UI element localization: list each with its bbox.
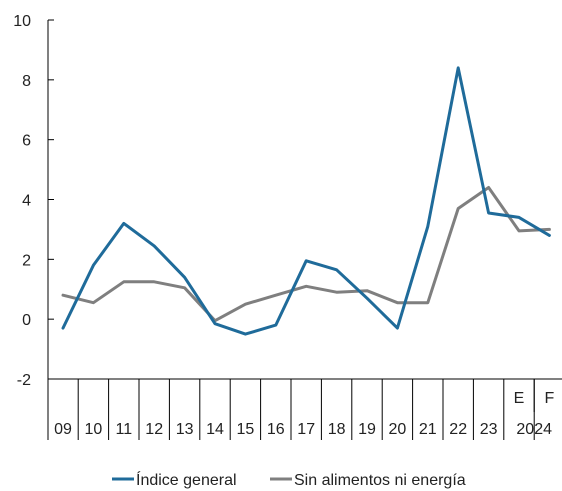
x-tick-label: 17 <box>297 421 315 438</box>
x-subperiod-label: F <box>545 390 555 407</box>
x-tick-label: 10 <box>85 421 103 438</box>
legend-label-0: Índice general <box>136 470 237 489</box>
series-line-0 <box>61 66 551 336</box>
y-tick-label: 0 <box>22 312 31 329</box>
y-axis: -2 0 2 4 6 8 10 <box>13 13 54 389</box>
series-lines <box>61 66 551 336</box>
y-tick-label: 8 <box>22 73 31 90</box>
x-tick-label: 14 <box>206 421 224 438</box>
x-tick-label: 09 <box>54 421 72 438</box>
x-tick-label: 15 <box>237 421 255 438</box>
x-tick-label: 22 <box>449 421 467 438</box>
series-line-1 <box>61 186 551 323</box>
x-axis: 09 10 11 12 13 14 15 16 17 18 19 20 21 22 23 E F 2024 <box>47 378 562 440</box>
x-tick-label: 18 <box>328 421 346 438</box>
x-tick-label: 16 <box>267 421 285 438</box>
x-year-label: 2024 <box>516 421 552 438</box>
y-tick-label: 2 <box>22 252 31 269</box>
y-tick-label: -2 <box>17 372 31 389</box>
legend: Índice general Sin alimentos ni energía <box>112 470 466 489</box>
x-tick-label: 12 <box>145 421 163 438</box>
y-tick-label: 10 <box>13 13 31 30</box>
x-tick-label: 23 <box>480 421 498 438</box>
x-tick-label: 20 <box>389 421 407 438</box>
x-tick-label: 11 <box>115 421 132 438</box>
x-tick-label: 13 <box>176 421 194 438</box>
legend-label-1: Sin alimentos ni energía <box>294 472 466 489</box>
x-subperiod-label: E <box>514 390 525 407</box>
y-tick-label: 4 <box>22 193 31 210</box>
x-tick-label: 21 <box>419 421 437 438</box>
y-tick-label: 6 <box>22 133 31 150</box>
x-tick-label: 19 <box>358 421 376 438</box>
